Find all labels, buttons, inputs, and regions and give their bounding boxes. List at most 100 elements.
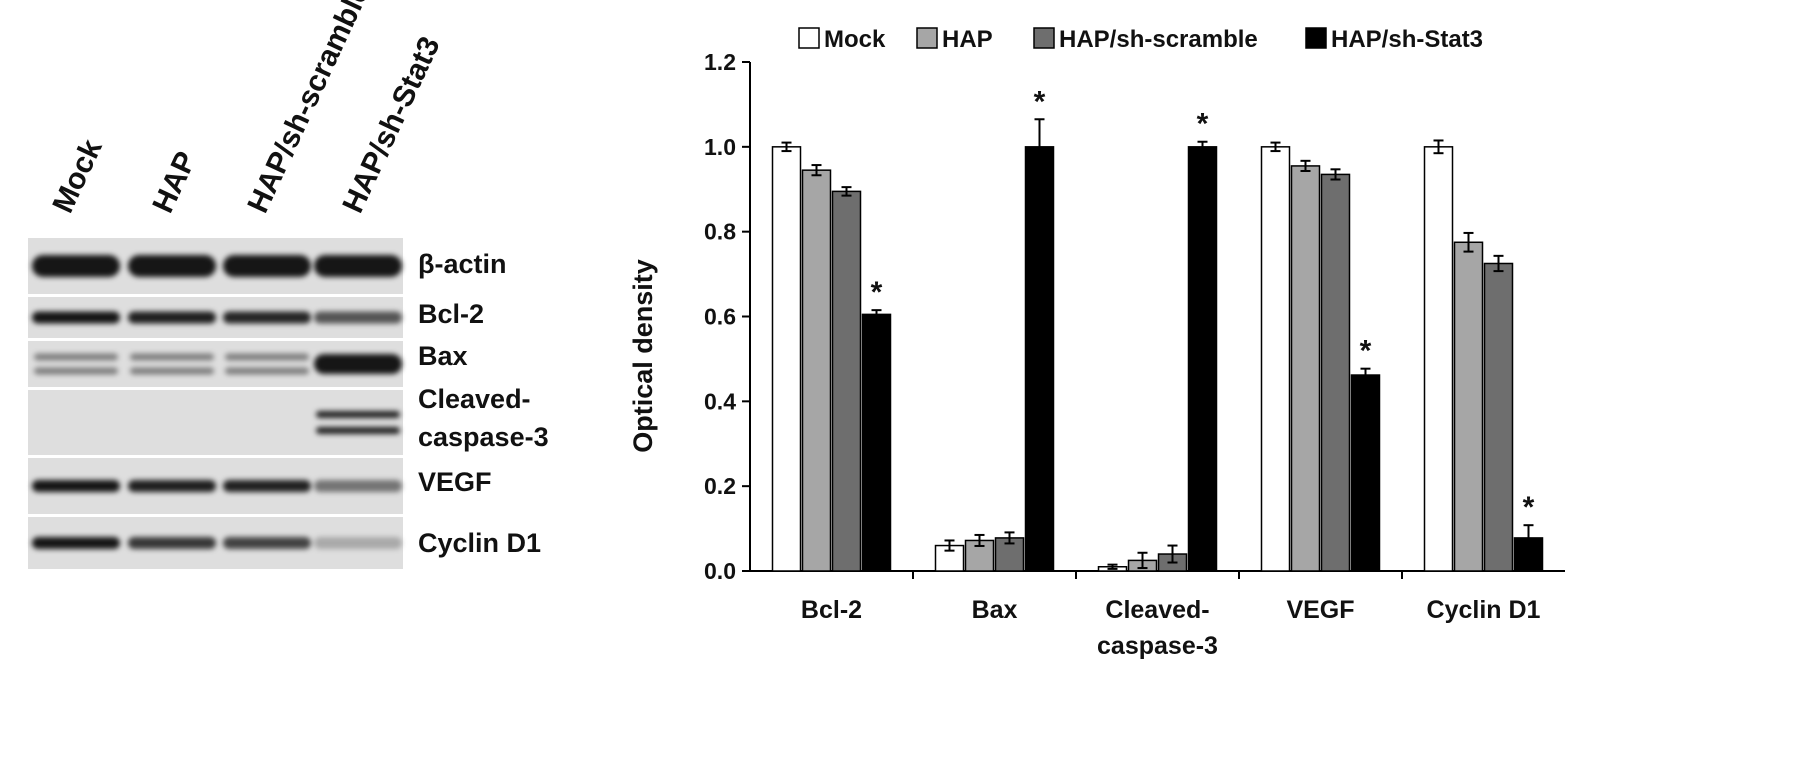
x-category-label: Bcl-2 [801,596,862,624]
legend-item: Mock [798,26,886,53]
blot-band [130,353,214,361]
x-category-label: VEGF [1286,596,1354,624]
bar [771,146,802,572]
bar [861,313,892,572]
error-bar [841,186,852,197]
y-tick-label: 1.2 [704,49,736,75]
error-bar [1523,524,1534,552]
blot-band [223,311,311,324]
blot-band [32,537,120,549]
bar-chart-panel: Mock HAP HAP/sh-scramble HAP/sh-Stat3 Optic… [628,26,1565,660]
blot-band [223,255,311,277]
blot-band [128,311,216,324]
x-category-label: Cyclin D1 [1427,596,1541,624]
error-bar [1197,140,1208,153]
significance-mark: * [1360,335,1372,368]
y-tick-label: 0.8 [704,219,736,245]
legend-swatch [1033,27,1055,49]
bar [1423,146,1454,572]
blot-band-label: Cyclin D1 [418,528,541,558]
error-bar [871,309,882,320]
blot-band [128,537,216,549]
legend-swatch [798,27,820,49]
legend-label: Mock [824,26,886,53]
legend-item: HAP [916,26,993,53]
error-bar [1167,544,1178,564]
blot-band [128,255,216,277]
blot-band [128,480,216,492]
x-axis: Bcl-2 Bax Cleaved-caspase-3 VEGF Cyclin D1 [750,570,1565,660]
blot-band [32,255,120,277]
y-axis: 0.0 0.2 0.4 0.6 0.8 1.0 1.2 [704,49,751,584]
blot-lane-label: Mock [46,134,108,218]
bar [1320,173,1351,572]
blot-band [225,367,309,375]
blot-lane-label: HAP/sh-Stat3 [336,32,446,218]
legend-label: HAP/sh-Stat3 [1331,26,1483,53]
y-tick-label: 0.2 [704,473,736,499]
error-bar [1360,367,1371,383]
chart-legend: Mock HAP HAP/sh-scramble HAP/sh-Stat3 [798,26,1483,53]
blot-lane-label: HAP [146,147,203,218]
blot-band-label: Bcl-2 [418,299,484,329]
bar [1350,374,1381,572]
error-bar [1137,551,1148,570]
blot-strip [28,390,403,455]
blot-band [314,255,402,277]
blot-band [316,427,400,434]
y-tick-label: 0.0 [704,558,736,584]
bar [1024,146,1055,572]
blot-band-label: Cleaved-caspase-3 [418,384,549,452]
y-tick-label: 0.6 [704,304,736,330]
blot-band [130,367,214,375]
error-bar [1270,141,1281,153]
blot-band-label: VEGF [418,467,492,497]
error-bar [781,141,792,153]
legend-label: HAP/sh-scramble [1059,26,1258,53]
error-bar [944,539,955,552]
legend-label: HAP [942,26,993,53]
bar [1483,262,1514,572]
significance-mark: * [1197,108,1209,141]
bar [1187,146,1218,572]
y-tick-label: 1.0 [704,134,736,160]
error-bar [974,533,985,547]
significance-mark: * [1523,491,1535,524]
blot-band-labels: β-actin Bcl-2 Bax Cleaved-caspase-3 VEGF Cycl… [418,249,549,558]
error-bar [1330,168,1341,181]
blot-band-strips [28,238,403,569]
bar [1260,146,1291,572]
blot-band [314,354,402,374]
error-bar [1107,563,1118,570]
chart-bars [771,146,1544,572]
blot-band [314,311,402,324]
error-bar [1004,531,1015,545]
y-axis-title: Optical density [628,259,658,453]
blot-band [32,480,120,492]
bar [801,169,832,572]
legend-item: HAP/sh-scramble [1033,26,1258,53]
blot-band [314,537,402,549]
blot-band [316,411,400,418]
legend-swatch [1305,27,1327,49]
chart-error-bars [781,118,1534,570]
error-bar [811,164,822,177]
error-bar [1433,139,1444,155]
blot-band [225,353,309,361]
significance-mark: * [871,276,883,309]
blot-band [34,353,118,361]
blot-band [32,311,120,324]
y-tick-label: 0.4 [704,388,736,414]
blot-band [223,537,311,549]
error-bar [1493,254,1504,273]
blot-band [34,367,118,375]
bar [831,190,862,572]
legend-swatch [916,27,938,49]
blot-band-label: β-actin [418,249,507,279]
error-bar [1300,159,1311,173]
significance-marks: * * * * * [871,85,1535,524]
x-category-label: Cleaved-caspase-3 [1097,596,1218,660]
